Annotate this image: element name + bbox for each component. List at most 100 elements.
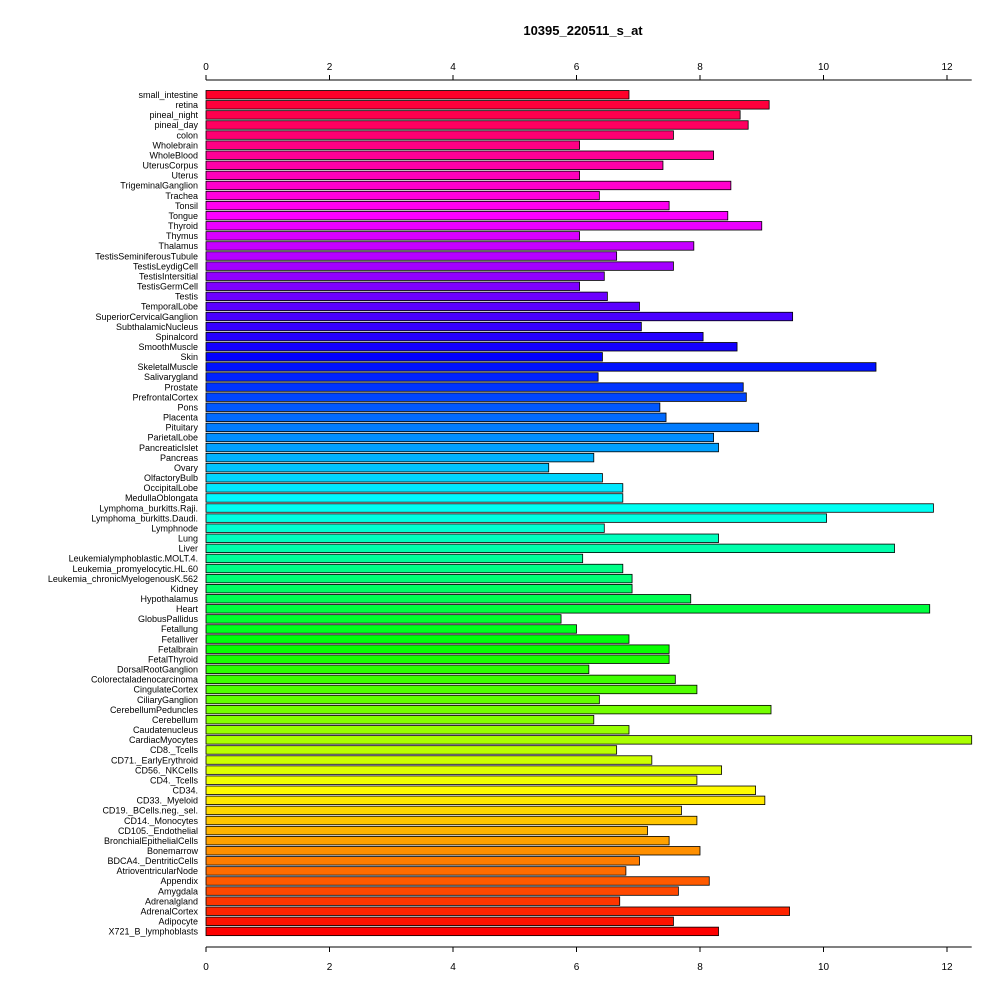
category-label: Caudatenucleus bbox=[133, 725, 199, 735]
bar bbox=[205, 785, 756, 795]
bar bbox=[205, 775, 698, 785]
category-label: OlfactoryBulb bbox=[144, 473, 198, 483]
category-label: colon bbox=[176, 130, 198, 140]
category-label: Prostate bbox=[164, 382, 198, 392]
bar bbox=[205, 735, 973, 745]
category-label: BDCA4._DentriticCells bbox=[107, 856, 198, 866]
bar bbox=[205, 473, 603, 483]
bar bbox=[205, 342, 738, 352]
bar bbox=[205, 281, 580, 291]
category-label: SkeletalMuscle bbox=[137, 362, 198, 372]
category-label: Amygdala bbox=[158, 886, 198, 896]
category-label: Tonsil bbox=[175, 201, 198, 211]
bottom-tick-label: 2 bbox=[327, 962, 333, 973]
category-label: Hypothalamus bbox=[140, 594, 198, 604]
bar bbox=[205, 886, 679, 896]
bar bbox=[205, 352, 603, 362]
top-tick-label: 8 bbox=[697, 62, 703, 73]
bar bbox=[205, 261, 674, 271]
category-label: CD33._Myeloid bbox=[136, 796, 198, 806]
bar bbox=[205, 624, 577, 634]
category-label: small_intestine bbox=[138, 90, 198, 100]
category-label: DorsalRootGanglion bbox=[117, 665, 198, 675]
category-label: CD105._Endothelial bbox=[118, 826, 198, 836]
category-label: Adrenalgland bbox=[145, 896, 198, 906]
bar bbox=[205, 180, 732, 191]
bar bbox=[205, 231, 580, 241]
bar bbox=[205, 856, 640, 866]
category-label: Wholebrain bbox=[152, 140, 198, 150]
bar bbox=[205, 836, 670, 846]
bar bbox=[205, 241, 695, 251]
bar bbox=[205, 644, 670, 654]
bar bbox=[205, 120, 749, 130]
bar bbox=[205, 493, 624, 503]
category-label: TestisLeydigCell bbox=[133, 261, 198, 271]
bar bbox=[205, 271, 605, 281]
category-label: SuperiorCervicalGanglion bbox=[95, 312, 198, 322]
top-tick-label: 10 bbox=[818, 62, 830, 73]
bar bbox=[205, 100, 770, 110]
bar bbox=[205, 533, 719, 543]
category-label: Spinalcord bbox=[155, 332, 198, 342]
category-label: Thyroid bbox=[168, 221, 198, 231]
category-label: UterusCorpus bbox=[142, 161, 198, 171]
category-label: Trachea bbox=[165, 191, 198, 201]
category-label: Bonemarrow bbox=[147, 846, 199, 856]
bar bbox=[205, 200, 670, 211]
category-label: Thymus bbox=[166, 231, 199, 241]
bar bbox=[205, 866, 627, 876]
bar bbox=[205, 725, 630, 735]
category-label: Skin bbox=[180, 352, 198, 362]
bar bbox=[205, 876, 710, 886]
category-label: Placenta bbox=[163, 413, 198, 423]
category-label: Fetallung bbox=[161, 624, 198, 634]
category-label: Adipocyte bbox=[158, 917, 198, 927]
category-label: Thalamus bbox=[158, 241, 198, 251]
category-label: Uterus bbox=[171, 171, 198, 181]
bar bbox=[205, 372, 599, 382]
category-label: pineal_day bbox=[154, 120, 198, 130]
bar bbox=[205, 825, 648, 836]
category-label: pineal_night bbox=[149, 110, 198, 120]
category-label: Tongue bbox=[168, 211, 198, 221]
category-label: Pons bbox=[177, 402, 198, 412]
category-label: SubthalamicNucleus bbox=[116, 322, 199, 332]
chart-title: 10395_220511_s_at bbox=[523, 23, 643, 38]
bar bbox=[205, 432, 714, 443]
category-label: Pancreas bbox=[160, 453, 199, 463]
bottom-tick-label: 10 bbox=[818, 962, 830, 973]
bar bbox=[205, 211, 729, 221]
category-label: CD34. bbox=[172, 786, 198, 796]
bar bbox=[205, 755, 653, 765]
top-tick-label: 0 bbox=[203, 62, 209, 73]
category-label: CingulateCortex bbox=[133, 685, 198, 695]
bar bbox=[205, 694, 600, 705]
bar bbox=[205, 130, 674, 140]
category-label: Leukemia_promyelocytic.HL.60 bbox=[72, 564, 198, 574]
category-label: PancreaticIslet bbox=[139, 443, 199, 453]
category-label: SmoothMuscle bbox=[138, 342, 198, 352]
bar bbox=[205, 563, 624, 574]
bar bbox=[205, 402, 661, 412]
bar bbox=[205, 190, 600, 201]
bar bbox=[205, 382, 744, 392]
category-label: CD56._NKCells bbox=[135, 765, 199, 775]
bottom-tick-label: 6 bbox=[574, 962, 580, 973]
category-label: Lymphoma_burkitts.Daudi. bbox=[91, 513, 198, 523]
bottom-tick-label: 4 bbox=[450, 962, 456, 973]
bar bbox=[205, 311, 794, 322]
bar bbox=[205, 815, 698, 826]
category-label: TestisGermCell bbox=[137, 282, 198, 292]
bar bbox=[205, 251, 618, 261]
category-label: CD8._Tcells bbox=[150, 745, 199, 755]
bar bbox=[205, 392, 747, 402]
category-label: CD71._EarlyErythroid bbox=[111, 755, 198, 765]
top-tick-label: 6 bbox=[574, 62, 580, 73]
category-label: PrefrontalCortex bbox=[132, 392, 198, 402]
category-label: Cerebellum bbox=[152, 715, 198, 725]
bottom-tick-label: 8 bbox=[697, 962, 703, 973]
category-label: ParietalLobe bbox=[147, 433, 198, 443]
category-label: FetalThyroid bbox=[148, 654, 198, 664]
